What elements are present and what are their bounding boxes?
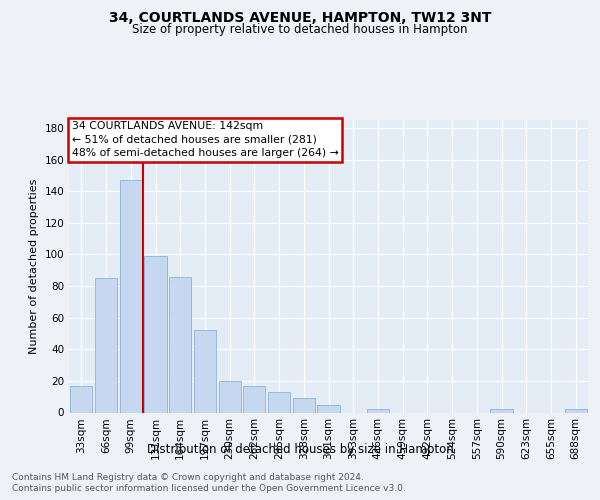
Bar [293,398,315,412]
Text: 34, COURTLANDS AVENUE, HAMPTON, TW12 3NT: 34, COURTLANDS AVENUE, HAMPTON, TW12 3NT [109,11,491,25]
Text: Contains HM Land Registry data © Crown copyright and database right 2024.: Contains HM Land Registry data © Crown c… [12,472,364,482]
Bar [145,256,167,412]
Bar [218,381,241,412]
Bar [268,392,290,412]
Bar [317,404,340,412]
Text: Distribution of detached houses by size in Hampton: Distribution of detached houses by size … [146,442,454,456]
Bar [367,410,389,412]
Bar [243,386,265,412]
Bar [169,276,191,412]
Text: Contains public sector information licensed under the Open Government Licence v3: Contains public sector information licen… [12,484,406,493]
Text: Size of property relative to detached houses in Hampton: Size of property relative to detached ho… [132,22,468,36]
Bar [70,386,92,412]
Bar [119,180,142,412]
Text: 34 COURTLANDS AVENUE: 142sqm
← 51% of detached houses are smaller (281)
48% of s: 34 COURTLANDS AVENUE: 142sqm ← 51% of de… [71,122,338,158]
Bar [490,410,512,412]
Bar [95,278,117,412]
Y-axis label: Number of detached properties: Number of detached properties [29,178,39,354]
Bar [194,330,216,412]
Bar [565,410,587,412]
